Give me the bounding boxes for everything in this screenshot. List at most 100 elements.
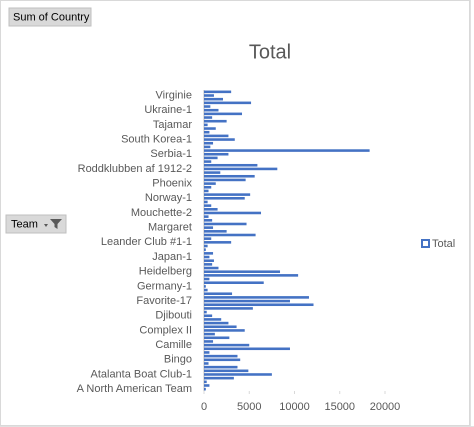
bar [204, 336, 230, 340]
filter-icon[interactable] [44, 219, 62, 229]
y-tick-label: Heidelberg [139, 266, 192, 278]
bar [204, 189, 209, 193]
bar [204, 362, 209, 365]
bar [204, 134, 229, 138]
bar [204, 347, 290, 351]
chart-title: Total [249, 41, 291, 63]
value-field-button[interactable] [8, 7, 92, 27]
x-tick-label: 10000 [279, 401, 310, 413]
bar [204, 141, 214, 145]
bar [204, 237, 212, 240]
bar [204, 105, 211, 108]
bar [204, 149, 370, 152]
bar [204, 329, 245, 332]
bar [204, 321, 229, 325]
bar [204, 112, 243, 116]
bar [204, 296, 309, 299]
bar [204, 108, 219, 112]
bar [204, 340, 214, 343]
bar [204, 248, 206, 251]
bar [204, 369, 249, 373]
bar [204, 215, 209, 218]
bar [204, 299, 290, 303]
bar [204, 288, 208, 292]
bar [204, 376, 234, 380]
y-tick-label: Norway-1 [145, 192, 192, 204]
bar [204, 292, 233, 296]
bar [204, 387, 206, 391]
legend-swatch [421, 239, 430, 248]
bar [204, 185, 212, 189]
bar [204, 307, 253, 310]
bar [204, 174, 255, 178]
bar [204, 380, 207, 384]
bar [204, 145, 211, 149]
y-tick-label: Phoenix [152, 178, 192, 190]
bar [204, 130, 210, 134]
bar [204, 233, 256, 237]
bar [204, 281, 264, 284]
bar [204, 303, 314, 307]
bar [204, 365, 238, 369]
bar [204, 358, 241, 362]
bar [204, 167, 278, 171]
y-tick-label: Ukraine-1 [144, 104, 192, 116]
bar [204, 90, 232, 94]
bar [204, 274, 299, 277]
bar [204, 241, 232, 244]
y-tick-label: Atalanta Boat Club-1 [90, 368, 192, 380]
x-tick-label: 5000 [237, 401, 261, 413]
bar [204, 116, 213, 119]
bar [204, 266, 219, 270]
bar [204, 97, 224, 101]
x-tick-label: 0 [201, 401, 207, 413]
x-tick-label: 15000 [324, 401, 355, 413]
bar [204, 163, 258, 167]
bar [204, 270, 281, 273]
y-tick-label: Tajamar [153, 119, 192, 131]
bar [204, 222, 247, 226]
bar [204, 226, 214, 229]
value-field-label: Sum of Country [13, 11, 90, 23]
y-tick-label: Bingo [164, 354, 192, 366]
y-tick-label: Complex II [139, 324, 192, 336]
bar [204, 230, 227, 233]
bar [204, 152, 229, 156]
bar [204, 285, 206, 288]
y-tick-label: Serbia-1 [150, 148, 192, 160]
y-tick-label: Margaret [148, 222, 192, 234]
bar [204, 178, 246, 182]
y-tick-label: Camille [155, 339, 192, 351]
y-tick-label: Favorite-17 [136, 295, 192, 307]
bar [204, 127, 216, 130]
bar [204, 200, 208, 204]
bar [204, 219, 213, 222]
x-tick-label: 20000 [370, 401, 401, 413]
bar [204, 373, 272, 376]
bar [204, 259, 214, 262]
bar [204, 123, 208, 127]
bar [204, 160, 212, 163]
bar [204, 277, 210, 281]
y-tick-label: Germany-1 [137, 280, 192, 292]
bar [204, 193, 251, 196]
axis-field-label: Team [11, 218, 38, 230]
y-tick-label: Mouchette-2 [131, 207, 192, 219]
bar [204, 211, 262, 215]
bar [204, 138, 235, 141]
bar [204, 171, 221, 174]
bar [204, 101, 252, 105]
bar [204, 354, 238, 358]
bar [204, 119, 227, 123]
bar [204, 204, 212, 207]
y-tick-label: South Korea-1 [121, 133, 192, 145]
bar [204, 314, 213, 318]
bar [204, 325, 237, 329]
legend-label: Total [432, 238, 455, 250]
bar [204, 351, 210, 354]
bar [204, 94, 214, 97]
bar [204, 384, 210, 387]
bar [204, 310, 207, 314]
